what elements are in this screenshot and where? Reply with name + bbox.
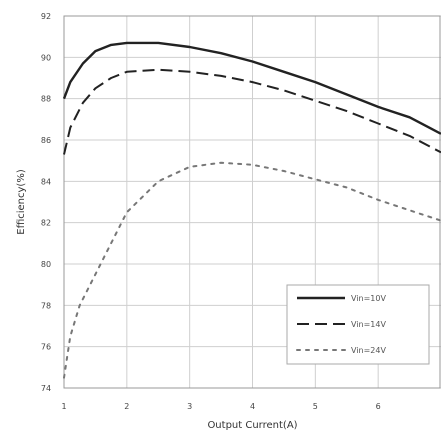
y-tick-label: 88 — [41, 95, 51, 104]
x-tick-label: 1 — [61, 402, 66, 411]
x-tick-label: 3 — [187, 402, 192, 411]
x-axis-ticks: 1 2 3 4 5 6 — [61, 402, 380, 411]
y-axis-label: Efficiency(%) — [16, 169, 27, 235]
series-lines — [62, 41, 441, 379]
x-tick-label: 4 — [250, 402, 255, 411]
y-tick-label: 92 — [41, 12, 51, 21]
y-tick-label: 84 — [41, 177, 51, 186]
legend-label-2: Vin=14V — [351, 320, 386, 329]
x-tick-label: 2 — [124, 402, 129, 411]
legend: Vin=10V Vin=14V Vin=24V — [286, 284, 430, 365]
y-tick-label: 76 — [41, 343, 51, 352]
x-tick-label: 5 — [313, 402, 318, 411]
x-axis-label: Output Current(A) — [207, 420, 297, 431]
legend-label-3: Vin=24V — [351, 346, 386, 355]
series-line-1 — [62, 41, 441, 135]
series-line-3 — [63, 161, 441, 379]
plot-frame — [63, 15, 441, 389]
y-tick-label: 82 — [41, 219, 51, 228]
y-tick-label: 90 — [41, 53, 51, 62]
y-axis-ticks: 74 76 78 80 82 84 86 88 90 92 — [41, 12, 51, 393]
legend-label-1: Vin=10V — [351, 294, 386, 303]
y-tick-label: 78 — [41, 301, 51, 310]
y-tick-label: 86 — [41, 136, 51, 145]
y-tick-label: 74 — [41, 384, 51, 393]
y-tick-label: 80 — [41, 260, 51, 269]
series-line-2 — [63, 68, 441, 155]
x-tick-label: 6 — [376, 402, 381, 411]
